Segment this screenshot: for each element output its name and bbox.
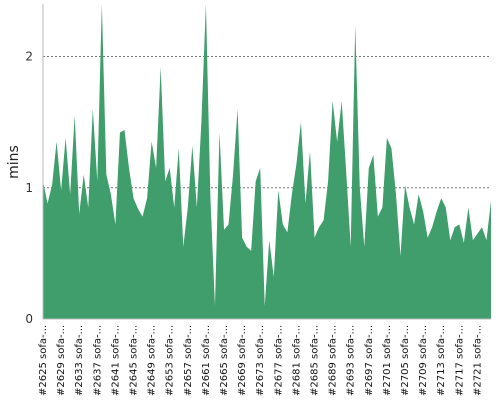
axes [42,4,491,320]
area-series [42,3,492,319]
x-tick-label: #2705 sofa-... [400,325,411,396]
x-tick-label: #2721 sofa-... [472,325,483,396]
area-fill [43,4,491,319]
x-tick-label: #2713 sofa-... [436,325,447,396]
x-tick-label: #2685 sofa-... [310,325,321,396]
x-tick-label: #2689 sofa-... [328,325,339,396]
x-tick-label: #2697 sofa-... [364,325,375,396]
y-axis-label: mins [6,145,22,179]
x-tick-label: #2629 sofa-... [56,325,67,396]
x-tick-label: #2681 sofa-... [291,325,302,396]
x-tick-label: #2709 sofa-... [418,325,429,396]
x-tick-label: #2701 sofa-... [382,325,393,396]
y-tick-label: 1 [25,181,33,195]
x-tick-label: #2645 sofa-... [129,325,140,396]
x-tick-label: #2665 sofa-... [219,325,230,396]
y-tick-label: 0 [25,312,33,326]
x-tick-labels: #2625 sofa-... #2629 sofa-... #2633 sofa-.… [38,325,483,396]
x-tick-label: #2657 sofa-... [183,325,194,396]
x-tick-label: #2693 sofa-... [346,325,357,396]
x-tick-label: #2673 sofa-... [255,325,266,396]
x-tick-label: #2717 sofa-... [454,325,465,396]
x-tick-label: #2669 sofa-... [237,325,248,396]
y-tick-labels: 0 1 2 [25,50,33,327]
x-tick-label: #2649 sofa-... [147,325,158,396]
x-tick-label: #2625 sofa-... [38,325,49,396]
x-tick-label: #2661 sofa-... [201,325,212,396]
y-tick-label: 2 [25,50,33,64]
x-tick-label: #2677 sofa-... [273,325,284,396]
x-tick-label: #2653 sofa-... [165,325,176,396]
gridlines [43,56,491,189]
x-tick-label: #2637 sofa-... [92,325,103,396]
x-tick-label: #2641 sofa-... [110,325,121,396]
x-tick-label: #2633 sofa-... [74,325,85,396]
